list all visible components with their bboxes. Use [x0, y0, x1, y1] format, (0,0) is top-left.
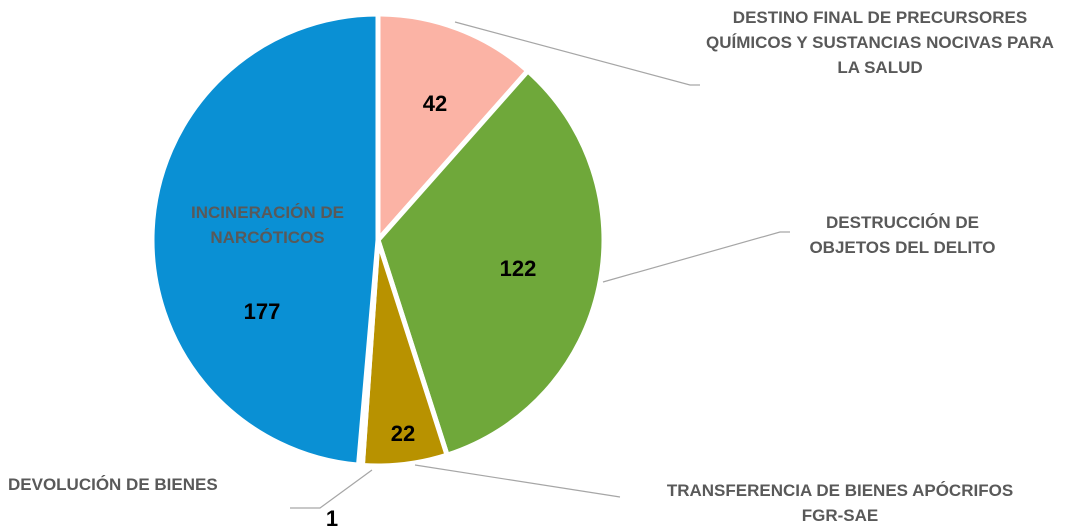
value-label: 177	[244, 299, 281, 324]
leader-line	[414, 464, 621, 498]
category-label: INCINERACIÓN DE NARCÓTICOS	[190, 203, 344, 247]
value-label: 22	[391, 421, 415, 446]
category-label: TRANSFERENCIA DE BIENES APÓCRIFOS FGR-SA…	[666, 481, 1014, 525]
category-label: DESTRUCCIÓN DE OBJETOS DEL DELITO	[809, 213, 996, 257]
category-label: DEVOLUCIÓN DE BIENES	[8, 475, 218, 494]
leader-line	[602, 231, 790, 283]
pie-slice	[149, 11, 381, 468]
pie-slice	[375, 11, 532, 247]
value-label: 122	[500, 256, 537, 281]
leader-line	[290, 469, 373, 509]
category-label: DESTINO FINAL DE PRECURSORES QUÍMICOS Y …	[706, 8, 1054, 77]
pie-slice	[375, 67, 607, 459]
value-label: 42	[423, 91, 447, 116]
leader-line	[454, 21, 700, 86]
value-label: 1	[326, 506, 338, 531]
